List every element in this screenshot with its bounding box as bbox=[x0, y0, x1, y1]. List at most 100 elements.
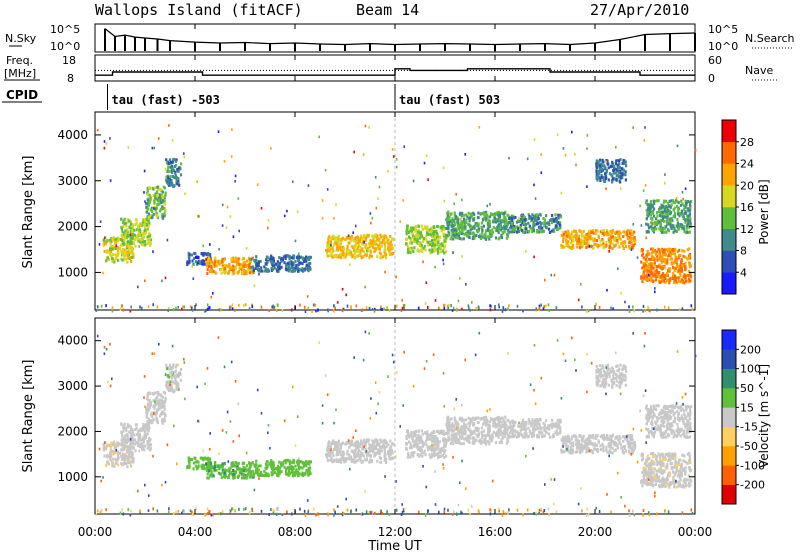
data-speckle bbox=[143, 169, 146, 173]
data-cell bbox=[292, 471, 295, 475]
data-cell bbox=[128, 234, 131, 238]
data-cell bbox=[210, 474, 213, 478]
data-cell bbox=[134, 233, 137, 237]
data-cell bbox=[210, 260, 213, 264]
data-cell bbox=[667, 229, 671, 233]
data-cell bbox=[169, 366, 173, 370]
data-cell bbox=[598, 158, 601, 162]
data-cell bbox=[651, 247, 655, 251]
data-cell bbox=[591, 237, 594, 241]
data-cell bbox=[169, 183, 172, 187]
data-cell bbox=[361, 237, 364, 241]
data-cell bbox=[221, 470, 224, 474]
data-cell bbox=[228, 264, 231, 268]
data-cell bbox=[128, 430, 131, 434]
data-cell bbox=[668, 209, 671, 213]
data-cell bbox=[442, 232, 445, 236]
data-cell bbox=[354, 249, 357, 253]
data-cell bbox=[343, 460, 346, 464]
data-cell bbox=[384, 460, 388, 464]
data-cell bbox=[135, 218, 138, 222]
data-cell bbox=[186, 263, 189, 267]
data-cell bbox=[148, 193, 151, 197]
data-cell bbox=[217, 471, 220, 475]
data-cell bbox=[304, 267, 307, 271]
data-cell bbox=[335, 237, 338, 241]
data-cell bbox=[409, 441, 412, 445]
data-cell bbox=[388, 453, 391, 457]
data-cell bbox=[210, 464, 213, 468]
data-cell bbox=[608, 244, 611, 248]
data-cell bbox=[599, 164, 602, 168]
data-cell bbox=[357, 240, 360, 244]
data-cell bbox=[413, 451, 416, 454]
data-cell bbox=[654, 273, 657, 277]
data-cell bbox=[469, 213, 472, 216]
data-cell bbox=[176, 387, 179, 391]
data-cell bbox=[285, 469, 288, 473]
data-cell bbox=[453, 234, 456, 238]
data-cell bbox=[667, 212, 670, 216]
data-cell bbox=[682, 215, 685, 219]
data-cell bbox=[651, 205, 655, 209]
data-cell bbox=[128, 243, 131, 247]
data-cell bbox=[616, 241, 619, 245]
data-cell bbox=[287, 269, 290, 273]
data-cell bbox=[418, 441, 421, 445]
nsky-bar bbox=[594, 42, 596, 51]
data-cell bbox=[441, 249, 444, 253]
data-cell bbox=[619, 238, 622, 242]
data-cell bbox=[383, 444, 386, 448]
data-cell bbox=[412, 431, 415, 435]
data-cell bbox=[124, 249, 127, 252]
data-cell bbox=[527, 213, 530, 217]
data-cell bbox=[272, 464, 275, 467]
nave-tick-low: 0 bbox=[708, 72, 715, 85]
nsky-bar bbox=[544, 43, 546, 51]
data-cell bbox=[433, 249, 436, 253]
data-cell bbox=[675, 205, 679, 209]
data-cell bbox=[228, 469, 231, 473]
ground-scatter bbox=[251, 305, 254, 309]
data-cell bbox=[365, 458, 368, 462]
data-cell bbox=[235, 467, 239, 471]
data-speckle bbox=[371, 308, 374, 311]
data-cell bbox=[623, 240, 626, 244]
data-cell bbox=[176, 182, 179, 186]
data-cell bbox=[121, 452, 125, 456]
data-cell bbox=[615, 174, 618, 178]
data-speckle bbox=[452, 251, 454, 254]
data-cell bbox=[571, 230, 574, 234]
data-cell bbox=[552, 228, 555, 232]
data-cell bbox=[170, 182, 173, 186]
data-cell bbox=[408, 235, 411, 239]
data-cell bbox=[179, 173, 183, 177]
data-cell bbox=[135, 433, 138, 436]
data-cell bbox=[148, 439, 151, 443]
data-cell bbox=[307, 255, 310, 259]
data-cell bbox=[379, 438, 382, 442]
data-cell bbox=[673, 206, 676, 210]
data-cell bbox=[142, 235, 145, 239]
data-cell bbox=[642, 273, 645, 277]
data-cell bbox=[266, 268, 269, 272]
data-cell bbox=[171, 171, 174, 175]
nsky-bar bbox=[469, 44, 471, 51]
data-cell bbox=[154, 186, 157, 190]
data-cell bbox=[586, 236, 589, 240]
data-cell bbox=[178, 183, 181, 187]
data-cell bbox=[470, 214, 473, 218]
data-cell bbox=[426, 437, 429, 441]
data-cell bbox=[142, 440, 145, 444]
freq-label-line2: [MHz] bbox=[4, 67, 36, 80]
data-speckle bbox=[321, 216, 324, 220]
data-cell bbox=[171, 160, 174, 164]
data-cell bbox=[223, 263, 227, 267]
data-cell bbox=[420, 436, 423, 440]
data-cell bbox=[653, 214, 656, 218]
data-cell bbox=[454, 215, 458, 219]
data-cell bbox=[659, 211, 662, 215]
data-cell bbox=[647, 223, 650, 227]
data-speckle bbox=[442, 166, 445, 170]
data-cell bbox=[161, 395, 164, 399]
